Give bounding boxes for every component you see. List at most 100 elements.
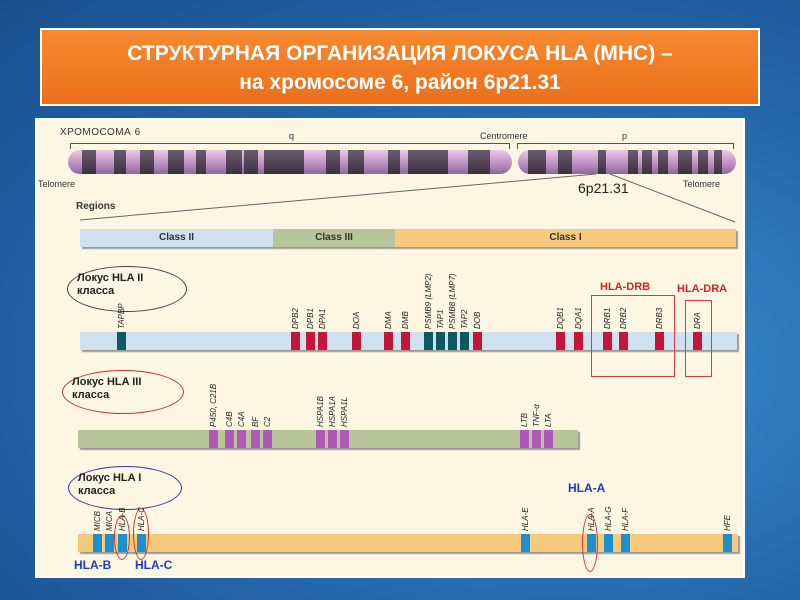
hla-a-highlight <box>582 514 598 572</box>
region-class-3: Class III <box>273 229 395 247</box>
gene-dob <box>472 332 482 350</box>
gene-tapbp <box>116 332 126 350</box>
gene-drb1 <box>602 332 612 350</box>
gene-tap1 <box>435 332 445 350</box>
locus-3-label: Локус HLA III класса <box>72 376 141 402</box>
gene-psmb8-lmp7- <box>447 332 457 350</box>
gene-label: HSPA1A <box>327 396 337 427</box>
gene-ltb <box>519 430 529 448</box>
chromosome-band <box>598 150 606 174</box>
chromosome-6 <box>68 150 736 174</box>
gene-label: HLA-C <box>136 506 146 531</box>
gene-label: DMA <box>383 311 393 329</box>
gene-dpb2 <box>290 332 300 350</box>
title-line-1: СТРУКТУРНАЯ ОРГАНИЗАЦИЯ ЛОКУСА HLA (МНС)… <box>127 42 673 65</box>
locus-3-line1: Локус HLA III <box>72 376 142 388</box>
gene-drb3 <box>654 332 664 350</box>
gene-label: DQB1 <box>555 307 565 329</box>
locus-3-oval <box>62 370 184 414</box>
gene-label: DPA1 <box>317 308 327 329</box>
hla-b-highlight <box>114 515 130 560</box>
locus-1-line2: класса <box>78 485 116 497</box>
chromosome-band <box>114 150 126 174</box>
telomere-right-label: Telomere <box>683 179 721 189</box>
hla-drb-label: HLA-DRB <box>600 281 651 293</box>
gene-dqb1 <box>555 332 565 350</box>
gene-hspa1l <box>339 430 349 448</box>
locus-2-label: Локус HLA II класса <box>77 272 143 298</box>
chromosome-band <box>658 150 668 174</box>
gene-hla-e <box>520 534 530 552</box>
gene-label: DRA <box>692 312 702 329</box>
telomere-left-label: Telomere <box>38 179 76 189</box>
gene-label: MICB <box>92 511 102 531</box>
chromosome-band <box>468 150 490 174</box>
gene-label: DOA <box>351 311 361 329</box>
chromosome-q-arm <box>68 150 512 174</box>
hla-c-label: HLA-C <box>135 558 173 572</box>
gene-label: DOB <box>472 311 482 329</box>
q-arm-label: q <box>289 131 295 141</box>
gene-doa <box>351 332 361 350</box>
hla-c-highlight <box>133 508 149 560</box>
gene-label: DRB1 <box>602 307 612 329</box>
gene-micb <box>92 534 102 552</box>
gene-hla-a <box>586 534 596 552</box>
chromosome-band <box>226 150 242 174</box>
gene-label: DQA1 <box>573 307 583 329</box>
gene-hspa1a <box>327 430 337 448</box>
chromosome-band <box>140 150 154 174</box>
gene-label: TNF-α <box>531 404 541 427</box>
gene-c4b <box>224 430 234 448</box>
chromosome-band <box>642 150 652 174</box>
gene-label: TAP1 <box>435 309 445 329</box>
chromosome-band <box>714 150 722 174</box>
gene-label: BF <box>250 416 260 427</box>
gene-hla-c <box>136 534 146 552</box>
gene-c4a <box>236 430 246 448</box>
gene-hspa1b <box>315 430 325 448</box>
p-arm-bracket <box>517 143 734 149</box>
gene-label: HSPA1B <box>315 396 325 427</box>
gene-label: DMB <box>400 311 410 329</box>
p-arm-label: p <box>622 131 628 141</box>
gene-hla-g <box>603 534 613 552</box>
gene-label: PSMB9 (LMP2) <box>423 273 433 329</box>
hla-drb-box <box>591 295 675 377</box>
gene-label: PSMB8 (LMP7) <box>447 273 457 329</box>
gene-label: HFE <box>722 515 732 531</box>
gene-hla-b <box>117 534 127 552</box>
gene-label: DPB1 <box>305 308 315 329</box>
chromosome-band <box>628 150 638 174</box>
gene-label: C2 <box>262 416 272 427</box>
chromosome-band <box>326 150 340 174</box>
hla-dra-label: HLA-DRA <box>677 283 728 295</box>
chromosome-p-arm <box>518 150 736 174</box>
chromosome-band <box>348 150 364 174</box>
gene-bf <box>250 430 260 448</box>
gene-label: P450, C21B <box>208 383 218 427</box>
chromosome-band <box>244 150 258 174</box>
gene-mica <box>104 534 114 552</box>
title-line-2: на хромосоме 6, район 6p21.31 <box>239 71 561 94</box>
gene-c2 <box>262 430 272 448</box>
gene-label: C4A <box>236 411 246 427</box>
gene-label: HLA-F <box>620 507 630 531</box>
locus-1-line1: Локус HLA I <box>78 472 142 484</box>
hla-dra-box <box>685 300 712 377</box>
gene-label: LTA <box>543 413 553 427</box>
chromosome-band <box>528 150 546 174</box>
chromosome-name: ХРОМОСОМА 6 <box>60 127 141 138</box>
chromosome-band <box>82 150 96 174</box>
gene-label: MICA <box>104 511 114 531</box>
gene-label: HLA-A <box>586 507 596 531</box>
chromosome-band <box>196 150 206 174</box>
regions-bar: Class II Class III Class I <box>80 229 736 247</box>
q-arm-bracket <box>70 143 510 149</box>
band-label: 6p21.31 <box>578 180 629 196</box>
gene-label: LTB <box>519 412 529 427</box>
hla-b-label: HLA-B <box>74 558 112 572</box>
gene-label: HSPA1L <box>339 396 349 427</box>
region-class-2: Class II <box>80 229 273 247</box>
